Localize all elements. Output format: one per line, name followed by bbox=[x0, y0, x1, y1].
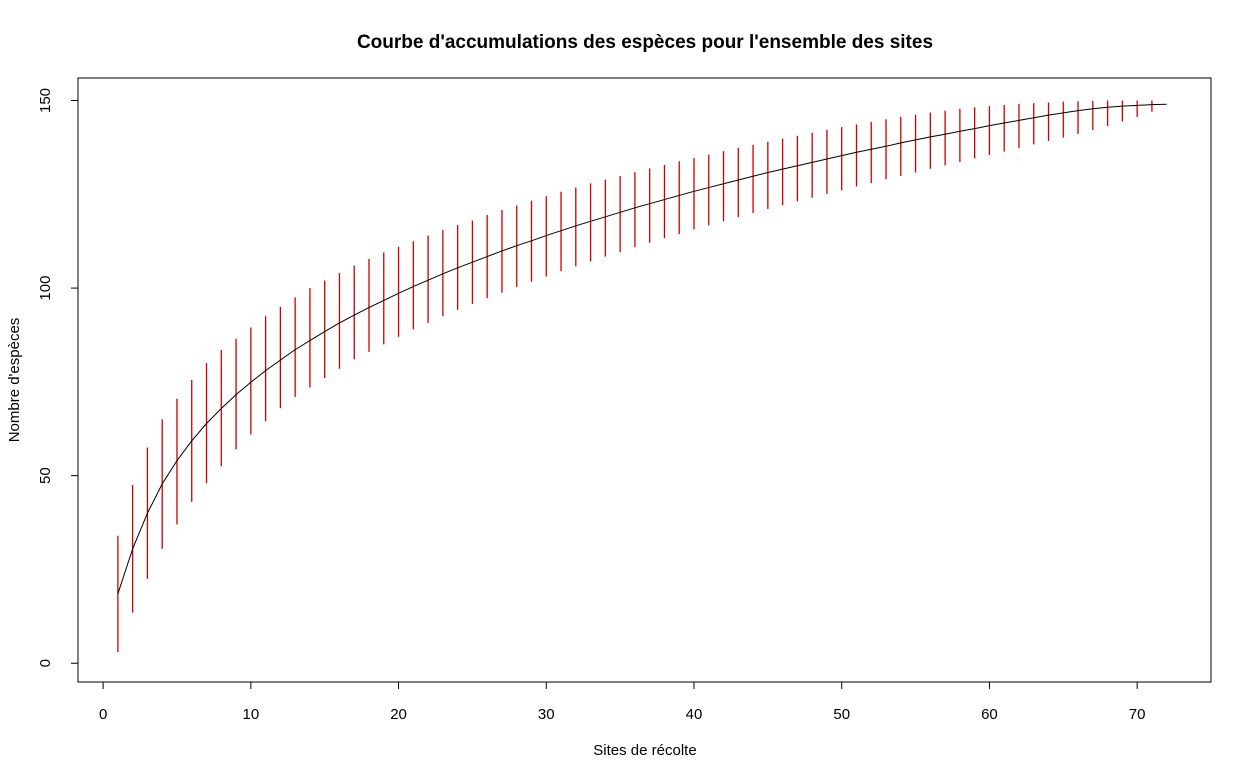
x-tick-label: 20 bbox=[390, 706, 407, 723]
y-tick-label: 100 bbox=[37, 276, 54, 301]
y-axis-label: Nombre d'espèces bbox=[6, 318, 23, 443]
x-tick-label: 60 bbox=[981, 706, 998, 723]
x-tick-label: 10 bbox=[242, 706, 259, 723]
x-tick-label: 70 bbox=[1129, 706, 1146, 723]
x-tick-label: 0 bbox=[99, 706, 107, 723]
y-axis: 0 50 100 150 bbox=[37, 88, 79, 667]
y-tick-label: 50 bbox=[37, 467, 54, 484]
y-tick-label: 150 bbox=[37, 88, 54, 113]
y-tick-label: 0 bbox=[37, 659, 54, 667]
error-bars bbox=[117, 100, 1153, 652]
x-axis-label: Sites de récolte bbox=[593, 742, 696, 759]
accumulation-curve bbox=[117, 103, 1167, 594]
plot-frame bbox=[77, 77, 1212, 683]
x-axis: 0 10 20 30 40 50 60 70 bbox=[99, 681, 1146, 723]
x-tick-label: 40 bbox=[686, 706, 703, 723]
chart-title: Courbe d'accumulations des espèces pour … bbox=[357, 32, 933, 53]
x-tick-label: 30 bbox=[538, 706, 555, 723]
x-tick-label: 50 bbox=[833, 706, 850, 723]
